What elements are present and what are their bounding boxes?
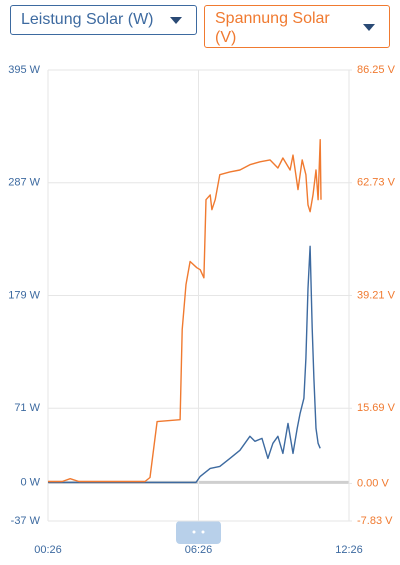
dropdown-label: Leistung Solar (W) (21, 11, 154, 28)
y2-tick-label: 86.25 V (357, 64, 396, 76)
handle-dot (201, 530, 205, 534)
y2-tick-label: 15.69 V (357, 402, 396, 414)
x-tick-label: 06:26 (185, 544, 213, 556)
handle-dot (192, 530, 196, 534)
y-tick-label: -37 W (11, 515, 41, 527)
y-tick-label: 179 W (8, 289, 40, 301)
series-dropdown[interactable]: Leistung Solar (W) (10, 5, 197, 35)
series-line (48, 139, 322, 483)
y-tick-label: 71 W (14, 402, 40, 414)
y-tick-label: 395 W (8, 64, 40, 76)
series-dropdown[interactable]: Spannung Solar (V) (204, 5, 390, 48)
x-tick-label: 12:26 (335, 544, 363, 556)
y-tick-label: 287 W (8, 177, 40, 189)
scroll-handle[interactable] (176, 521, 221, 544)
y2-tick-label: 39.21 V (357, 289, 396, 301)
dropdown-label: Spannung Solar (V) (215, 10, 330, 46)
y-tick-label: 0 W (20, 476, 40, 488)
series-line (48, 245, 321, 484)
y2-tick-label: 0.00 V (357, 477, 389, 489)
y2-tick-label: 62.73 V (357, 177, 396, 189)
dropdown-arrow (170, 17, 182, 24)
dropdown-arrow (363, 24, 375, 31)
x-tick-label: 00:26 (34, 544, 62, 556)
y2-tick-label: -7.83 V (357, 515, 393, 527)
